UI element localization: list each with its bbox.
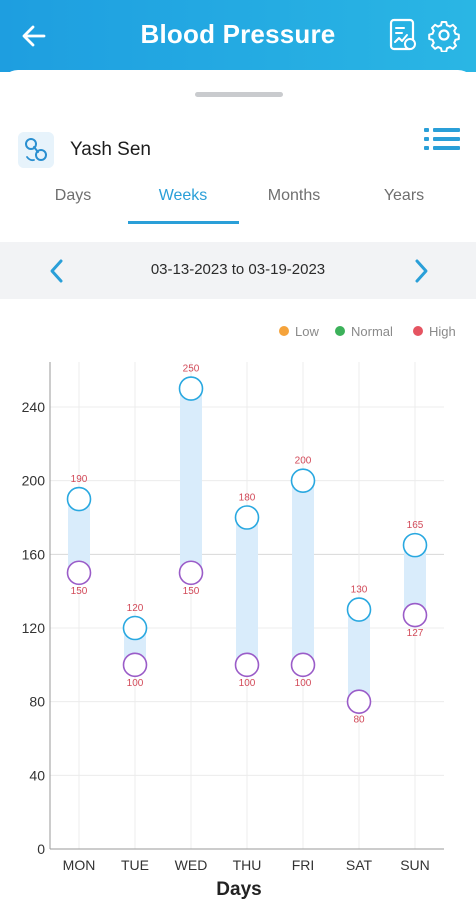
diastolic-value-label: 100: [295, 678, 312, 689]
diastolic-point-wed[interactable]: [178, 560, 204, 586]
drag-handle[interactable]: [195, 92, 283, 97]
y-tick-label: 200: [22, 473, 46, 489]
tab-days[interactable]: Days: [54, 187, 92, 204]
chevron-right-icon[interactable]: [406, 256, 436, 286]
x-tick-label-wed: WED: [175, 857, 208, 873]
x-tick-label-thu: THU: [233, 857, 262, 873]
arrow-left-icon[interactable]: [18, 20, 50, 52]
systolic-value-label: 190: [71, 474, 88, 485]
range-bar-mon: [68, 499, 90, 573]
diastolic-point-tue[interactable]: [122, 652, 148, 678]
systolic-point-mon[interactable]: [66, 486, 92, 512]
legend-dot-normal: [335, 326, 345, 336]
systolic-value-label: 130: [351, 585, 368, 596]
x-tick-label-mon: MON: [63, 857, 96, 873]
x-tick-label-sat: SAT: [346, 857, 373, 873]
systolic-value-label: 180: [239, 493, 256, 504]
diastolic-value-label: 100: [239, 678, 256, 689]
chevron-left-icon[interactable]: [42, 256, 72, 286]
date-range-label: 03-13-2023 to 03-19-2023: [150, 261, 326, 278]
tab-years[interactable]: Years: [383, 187, 425, 204]
y-tick-label: 240: [22, 399, 46, 415]
patient-name: Yash Sen: [70, 139, 151, 160]
systolic-value-label: 250: [183, 364, 200, 375]
date-navigator: 03-13-2023 to 03-19-2023: [0, 242, 476, 299]
report-icon[interactable]: [388, 18, 418, 52]
x-tick-label-sun: SUN: [400, 857, 430, 873]
diastolic-point-sat[interactable]: [346, 689, 372, 714]
legend-dot-high: [413, 326, 423, 336]
systolic-point-fri[interactable]: [290, 468, 316, 493]
diastolic-point-thu[interactable]: [234, 652, 260, 678]
range-bar-thu: [236, 517, 258, 665]
x-axis-title: Days: [216, 879, 261, 900]
diastolic-value-label: 127: [407, 628, 424, 639]
y-tick-label: 120: [22, 620, 46, 636]
x-tick-label-tue: TUE: [121, 857, 149, 873]
app-header: Blood Pressure: [0, 0, 476, 72]
x-tick-label-fri: FRI: [292, 857, 315, 873]
diastolic-value-label: 150: [71, 586, 88, 597]
diastolic-point-mon[interactable]: [66, 560, 92, 586]
bp-device-icon: [18, 132, 54, 168]
legend-label-high: High: [429, 324, 456, 339]
y-tick-label: 40: [29, 767, 45, 783]
systolic-value-label: 200: [295, 456, 312, 467]
systolic-point-tue[interactable]: [122, 615, 148, 641]
systolic-point-sun[interactable]: [402, 532, 428, 558]
range-bar-sun: [404, 545, 426, 616]
diastolic-value-label: 80: [353, 715, 365, 726]
legend-dot-low: [279, 326, 289, 336]
y-tick-label: 160: [22, 546, 46, 562]
systolic-point-thu[interactable]: [234, 505, 260, 530]
systolic-point-wed[interactable]: [178, 376, 204, 401]
period-tabs: Days Weeks Months Years: [0, 178, 476, 226]
tab-weeks[interactable]: Weeks: [158, 187, 208, 204]
legend-label-normal: Normal: [351, 324, 393, 339]
range-bar-wed: [180, 388, 202, 573]
bp-range-chart: Low Normal High 0 40 80 120 160 200 240 MON TUE WED…: [22, 324, 456, 900]
legend-label-low: Low: [295, 324, 319, 339]
tab-months[interactable]: Months: [267, 187, 321, 204]
page-title: Blood Pressure: [140, 19, 336, 49]
range-bar-sat: [348, 609, 370, 702]
diastolic-value-label: 150: [183, 586, 200, 597]
systolic-value-label: 120: [127, 603, 144, 614]
tab-underline: [128, 221, 239, 224]
diastolic-value-label: 100: [127, 678, 144, 689]
diastolic-point-sun[interactable]: [402, 602, 428, 628]
y-tick-label: 0: [37, 841, 45, 857]
gear-icon[interactable]: [428, 18, 460, 52]
diastolic-point-fri[interactable]: [290, 652, 316, 678]
range-bar-fri: [292, 480, 314, 665]
y-tick-label: 80: [29, 694, 45, 710]
list-icon[interactable]: [422, 124, 462, 154]
systolic-point-sat[interactable]: [346, 597, 372, 622]
systolic-value-label: 165: [407, 520, 424, 531]
